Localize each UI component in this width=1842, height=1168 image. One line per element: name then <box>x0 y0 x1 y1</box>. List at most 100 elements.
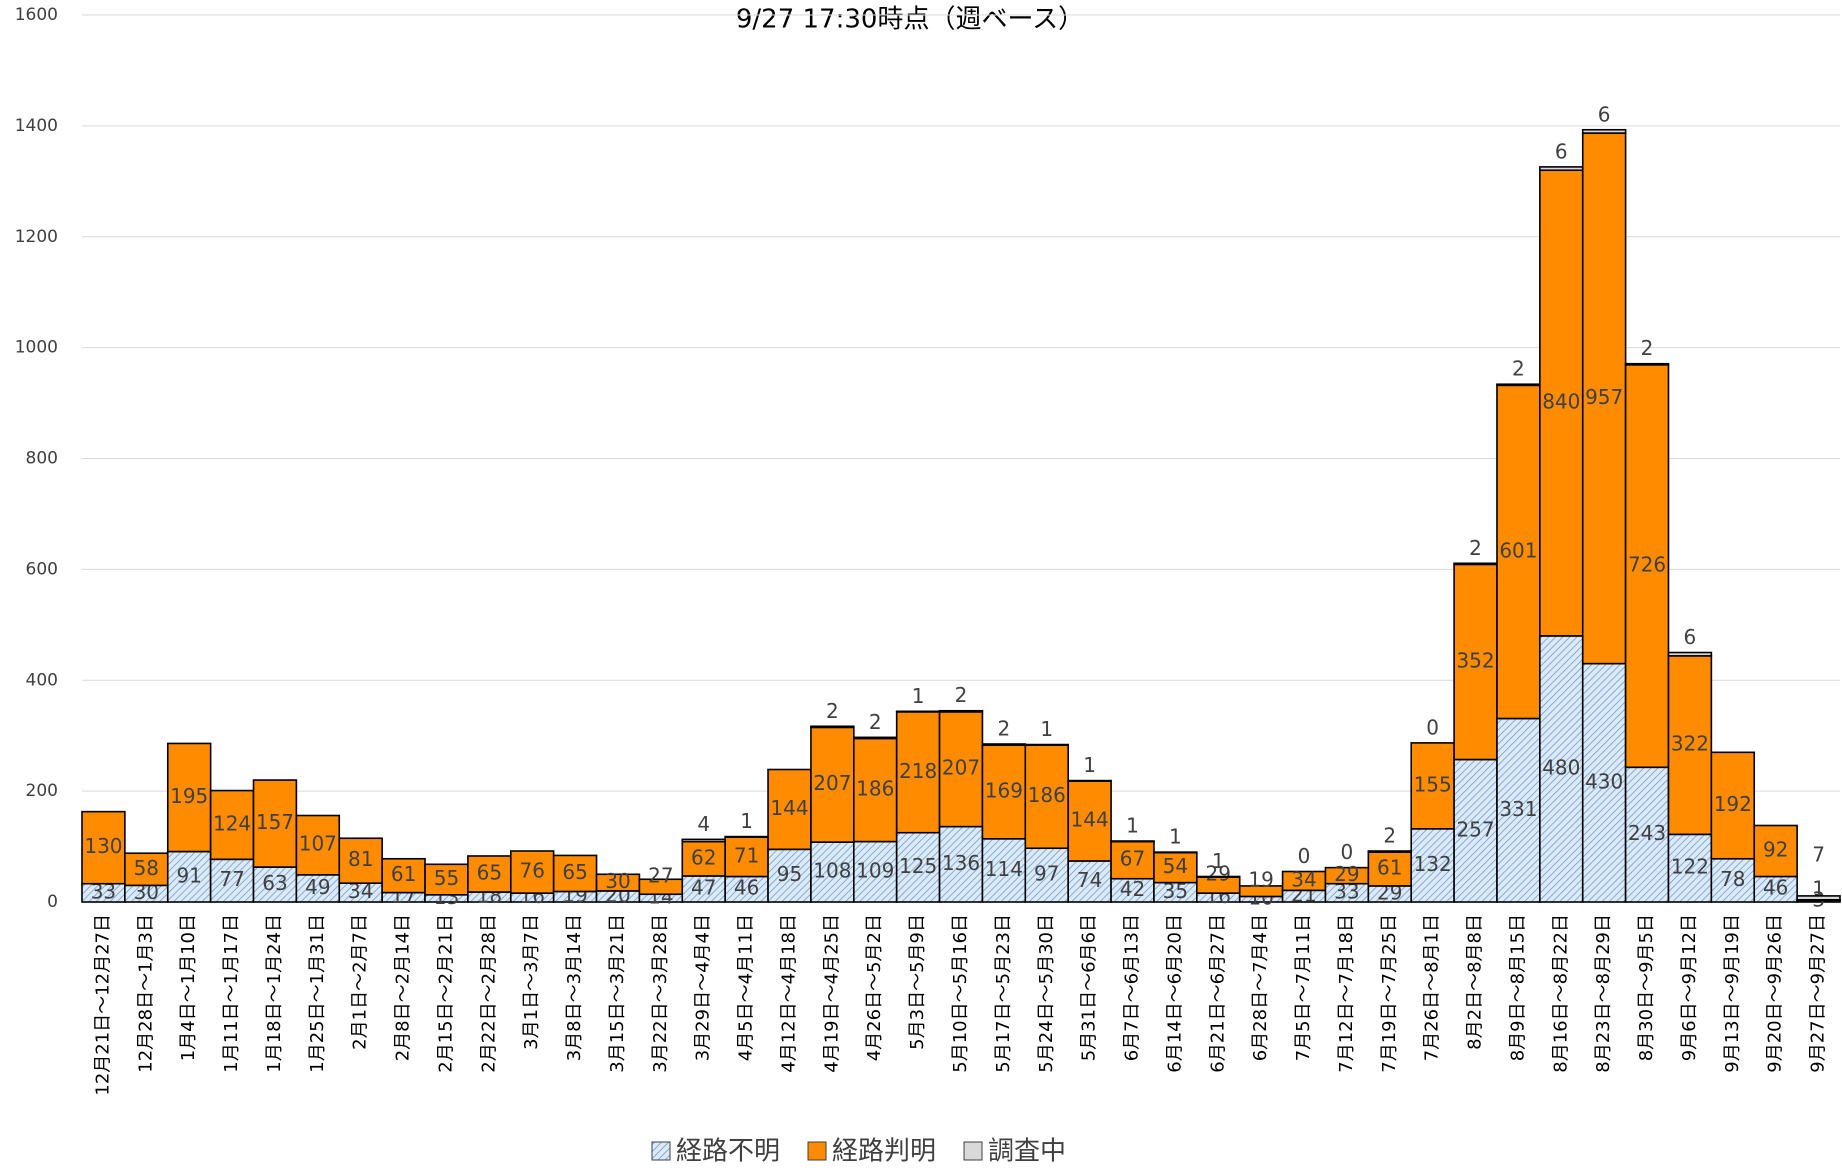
data-label: 130 <box>84 834 122 858</box>
legend-label: 経路判明 <box>832 1137 936 1167</box>
data-label: 1 <box>1169 825 1182 849</box>
data-label: 192 <box>1714 792 1752 816</box>
data-label: 6 <box>1555 139 1568 163</box>
data-label: 63 <box>262 871 287 895</box>
data-label: 840 <box>1542 390 1580 414</box>
bar-segment <box>1153 851 1198 884</box>
data-label: 65 <box>477 861 502 885</box>
bar-segment <box>1710 751 1756 860</box>
bar-segment <box>1667 651 1713 657</box>
bar-segment <box>1796 895 1841 901</box>
data-label: 243 <box>1628 821 1666 845</box>
data-label: 322 <box>1671 732 1709 756</box>
bar-segment <box>1581 128 1627 134</box>
legend-swatch <box>651 1141 671 1161</box>
data-label: 2 <box>998 717 1011 741</box>
x-tick-label: 5月31日～6月6日 <box>1079 914 1100 1061</box>
data-label: 430 <box>1585 769 1623 793</box>
data-label: 352 <box>1456 648 1494 672</box>
bar-segment <box>1581 662 1627 903</box>
bar-segment <box>1153 851 1198 854</box>
x-tick-label: 8月23日～8月29日 <box>1593 914 1614 1073</box>
data-label: 62 <box>691 845 716 869</box>
bar-segment <box>81 810 126 885</box>
data-label: 1 <box>1812 877 1825 901</box>
bar-segment <box>552 854 598 893</box>
data-label: 107 <box>299 832 337 856</box>
data-label: 108 <box>813 859 851 883</box>
data-label: 155 <box>1414 772 1452 796</box>
y-tick-label: 1600 <box>15 5 58 25</box>
data-label: 6 <box>1684 625 1697 649</box>
data-label: 109 <box>856 858 894 882</box>
bar-segment <box>1453 562 1498 566</box>
data-label: 257 <box>1456 817 1494 841</box>
data-label: 2 <box>1383 823 1396 847</box>
bar-segment <box>1624 364 1670 769</box>
x-tick-label: 4月5日～4月11日 <box>736 914 757 1061</box>
data-label: 65 <box>562 860 587 884</box>
data-label: 136 <box>942 851 980 875</box>
data-label: 47 <box>691 875 716 899</box>
data-label: 0 <box>1341 840 1354 864</box>
x-tick-label: 7月12日～7月18日 <box>1336 914 1357 1073</box>
data-label: 122 <box>1671 855 1709 879</box>
chart-title: 9/27 17:30時点（週ベース） <box>736 5 1084 35</box>
data-label: 2 <box>955 683 968 707</box>
bar-segment <box>767 768 812 851</box>
data-label: 46 <box>734 876 759 900</box>
legend-swatch <box>963 1141 983 1161</box>
bar-segment <box>1581 132 1627 665</box>
x-tick-label: 9月13日～9月19日 <box>1722 914 1743 1073</box>
data-label: 124 <box>213 811 251 835</box>
bar-segment <box>166 742 212 853</box>
data-label: 74 <box>1077 868 1102 892</box>
bar-segment <box>681 838 726 843</box>
y-tick-label: 800 <box>26 449 58 469</box>
x-tick-label: 7月19日～7月25日 <box>1379 914 1400 1073</box>
bar-segment <box>810 725 855 729</box>
x-tick-label: 4月26日～5月2日 <box>864 914 885 1061</box>
bar-segment <box>1024 847 1069 903</box>
x-tick-label: 2月15日～2月21日 <box>435 914 456 1073</box>
data-label: 207 <box>942 756 980 780</box>
data-label: 78 <box>1720 867 1745 891</box>
y-tick-label: 400 <box>26 670 58 690</box>
data-label: 27 <box>648 863 673 887</box>
x-tick-label: 1月18日～1月24日 <box>264 914 285 1073</box>
data-label: 186 <box>1028 783 1066 807</box>
data-label: 195 <box>170 784 208 808</box>
bar-segment <box>767 848 812 903</box>
bar-segment <box>981 743 1027 746</box>
data-label: 42 <box>1120 877 1145 901</box>
data-label: 6 <box>1598 102 1611 126</box>
x-tick-label: 6月14日～6月20日 <box>1164 914 1185 1073</box>
legend-swatch <box>807 1141 827 1161</box>
x-tick-label: 4月19日～4月25日 <box>821 914 842 1073</box>
data-label: 54 <box>1163 854 1188 878</box>
x-tick-label: 3月8日～3月14日 <box>564 914 585 1061</box>
x-tick-label: 7月26日～8月1日 <box>1422 914 1443 1061</box>
bar-segment <box>1410 742 1455 830</box>
bar-segment <box>1667 655 1713 836</box>
x-tick-label: 3月15日～3月21日 <box>607 914 628 1073</box>
data-label: 2 <box>1641 336 1654 360</box>
data-label: 77 <box>219 867 244 891</box>
data-label: 91 <box>176 863 201 887</box>
data-label: 132 <box>1414 852 1452 876</box>
data-label: 2 <box>826 699 839 723</box>
data-label: 30 <box>605 869 630 893</box>
data-label: 186 <box>856 777 894 801</box>
bar-segment <box>1496 383 1541 387</box>
bar-segment <box>1496 384 1541 720</box>
data-label: 58 <box>134 856 159 880</box>
y-tick-label: 0 <box>47 892 58 912</box>
bar-segment <box>1410 828 1455 903</box>
data-label: 218 <box>899 759 937 783</box>
data-label: 1 <box>740 809 753 833</box>
bar-segment <box>1539 166 1584 172</box>
bar-segment <box>853 736 898 740</box>
bar-segment <box>509 850 555 894</box>
x-tick-label: 4月12日～4月18日 <box>778 914 799 1073</box>
